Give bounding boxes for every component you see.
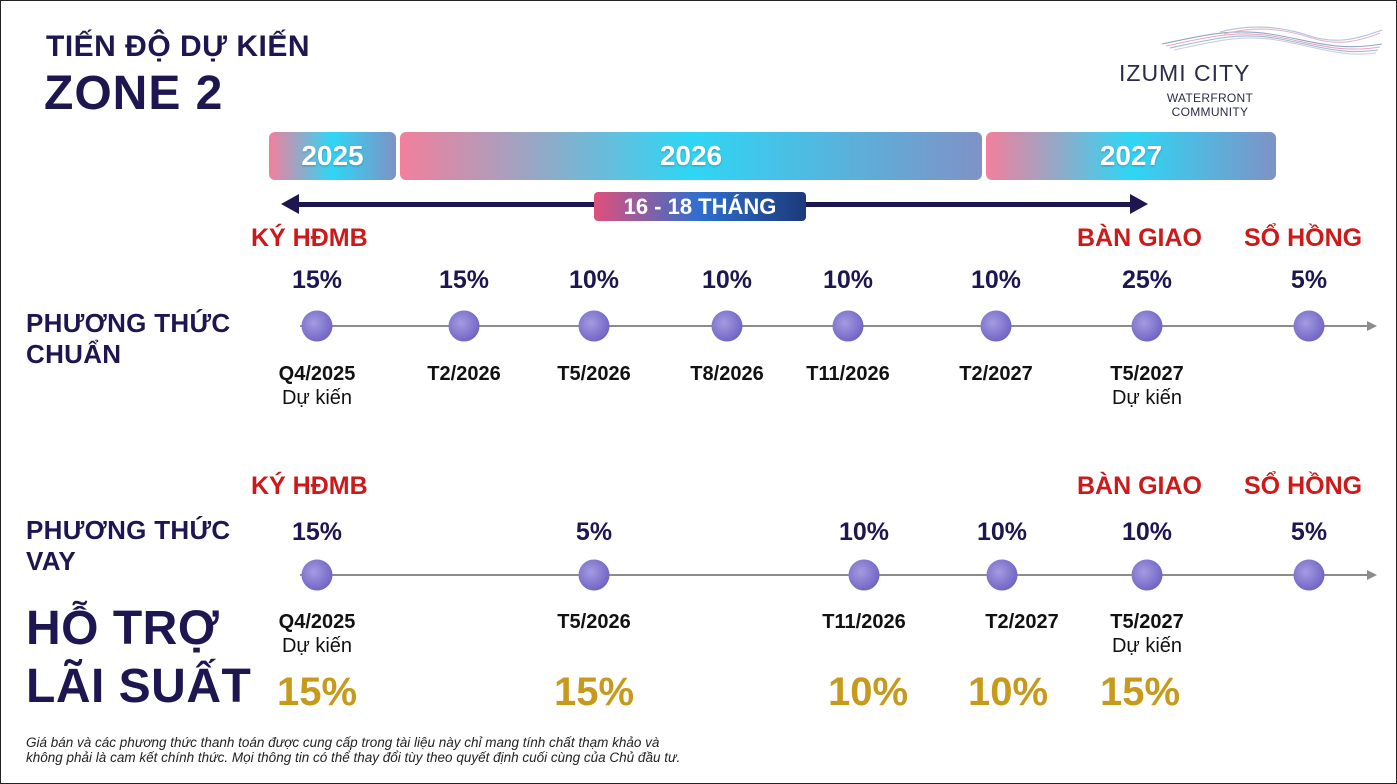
- date-label: T5/2027: [1110, 363, 1184, 385]
- page-subtitle: TIẾN ĐỘ DỰ KIẾN: [46, 30, 311, 63]
- timeline-dot: [1293, 310, 1325, 342]
- loan-date: T11/2026: [822, 610, 905, 634]
- date-label: T5/2026: [557, 363, 631, 385]
- interest-rate: 10%: [827, 670, 909, 714]
- year-bar-2025: 2025: [269, 132, 396, 180]
- loan-date: T5/2027 Dự kiến: [1110, 610, 1183, 658]
- loan-pct: 10%: [976, 518, 1028, 546]
- arrow-right-icon: [1130, 194, 1148, 214]
- standard-pct: 10%: [568, 266, 620, 294]
- loan-date: T5/2026: [557, 610, 630, 634]
- milestone-sign-contract: KÝ HĐMB: [251, 472, 368, 500]
- milestone-pink-book: SỔ HỒNG: [1244, 472, 1363, 500]
- loan-method-label: PHƯƠNG THỨC VAY: [26, 515, 230, 577]
- brand-tagline-line2: COMMUNITY: [1171, 105, 1249, 119]
- brand-tagline: WATERFRONT COMMUNITY: [1150, 91, 1270, 119]
- date-note: Dự kiến: [1111, 635, 1183, 657]
- standard-method-label-line1: PHƯƠNG THỨC: [26, 308, 231, 338]
- page-title: ZONE 2: [44, 67, 224, 120]
- standard-pct: 15%: [438, 266, 490, 294]
- standard-pct: 10%: [822, 266, 874, 294]
- timeline-dot: [578, 310, 610, 342]
- timeline-dot: [1293, 559, 1325, 591]
- standard-pct: 10%: [970, 266, 1022, 294]
- standard-pct: 5%: [1290, 266, 1328, 294]
- standard-method-label: PHƯƠNG THỨC CHUẨN: [26, 308, 230, 370]
- milestone-pink-book: SỔ HỒNG: [1244, 224, 1363, 252]
- interest-support-label: HỖ TRỢ LÃI SUẤT: [26, 600, 251, 716]
- standard-date: T5/2026: [557, 362, 630, 386]
- date-label: T2/2027: [959, 363, 1033, 385]
- timeline-dot: [301, 559, 333, 591]
- date-label: T8/2026: [690, 363, 764, 385]
- timeline-dot: [1131, 310, 1163, 342]
- timeline-dot: [986, 559, 1018, 591]
- interest-rate: 15%: [276, 670, 358, 714]
- standard-pct: 25%: [1121, 266, 1173, 294]
- standard-pct: 10%: [701, 266, 753, 294]
- disclaimer-line1: Giá bán và các phương thức thanh toán đư…: [26, 735, 660, 750]
- date-note: Dự kiến: [1111, 387, 1183, 409]
- disclaimer: Giá bán và các phương thức thanh toán đư…: [26, 735, 786, 765]
- arrow-left-icon: [281, 194, 299, 214]
- loan-pct: 5%: [1290, 518, 1328, 546]
- timeline-dot: [848, 559, 880, 591]
- brand-name: IZUMI CITY: [1119, 60, 1251, 86]
- timeline-arrow-icon: [1367, 321, 1377, 331]
- loan-method-label-line2: VAY: [26, 546, 77, 576]
- year-bar-2027: 2027: [986, 132, 1276, 180]
- timeline-dot: [578, 559, 610, 591]
- date-label: T2/2026: [427, 363, 501, 385]
- standard-date: T8/2026: [690, 362, 763, 386]
- disclaimer-line2: không phải là cam kết chính thức. Mọi th…: [26, 750, 681, 765]
- loan-pct: 15%: [291, 518, 343, 546]
- timeline-dot: [711, 310, 743, 342]
- interest-rate: 10%: [967, 670, 1049, 714]
- standard-date: T11/2026: [806, 362, 889, 386]
- timeline-dot: [832, 310, 864, 342]
- date-label: Q4/2025: [278, 363, 356, 385]
- wave-logo-icon: [1161, 26, 1383, 55]
- loan-pct: 5%: [575, 518, 613, 546]
- interest-rate: 15%: [553, 670, 635, 714]
- duration-badge: 16 - 18 THÁNG: [594, 192, 806, 221]
- loan-timeline-line: [300, 574, 1368, 576]
- loan-pct: 10%: [1121, 518, 1173, 546]
- standard-pct: 15%: [291, 266, 343, 294]
- loan-method-label-line1: PHƯƠNG THỨC: [26, 515, 231, 545]
- year-bar-2026: 2026: [400, 132, 982, 180]
- date-label: T11/2026: [806, 363, 890, 385]
- loan-pct: 10%: [838, 518, 890, 546]
- timeline-dot: [1131, 559, 1163, 591]
- loan-date: T2/2027: [985, 610, 1058, 634]
- interest-support-line1: HỖ TRỢ: [26, 602, 220, 655]
- date-label: T2/2027: [985, 611, 1059, 633]
- interest-support-line2: LÃI SUẤT: [26, 660, 252, 713]
- timeline-arrow-icon: [1367, 570, 1377, 580]
- loan-date: Q4/2025 Dự kiến: [279, 610, 356, 658]
- standard-date: T5/2027 Dự kiến: [1110, 362, 1183, 410]
- date-label: T11/2026: [822, 611, 906, 633]
- timeline-dot: [980, 310, 1012, 342]
- milestone-handover: BÀN GIAO: [1077, 472, 1202, 500]
- interest-rate: 15%: [1099, 670, 1181, 714]
- standard-date: T2/2027: [959, 362, 1032, 386]
- timeline-dot: [301, 310, 333, 342]
- timeline-dot: [448, 310, 480, 342]
- date-note: Dự kiến: [281, 387, 353, 409]
- date-note: Dự kiến: [281, 635, 353, 657]
- standard-method-label-line2: CHUẨN: [26, 339, 122, 369]
- brand-tagline-line1: WATERFRONT: [1166, 91, 1254, 105]
- date-label: Q4/2025: [278, 611, 356, 633]
- date-label: T5/2027: [1110, 611, 1184, 633]
- milestone-handover: BÀN GIAO: [1077, 224, 1202, 252]
- standard-date: T2/2026: [427, 362, 500, 386]
- date-label: T5/2026: [557, 611, 631, 633]
- standard-date: Q4/2025 Dự kiến: [279, 362, 356, 410]
- milestone-sign-contract: KÝ HĐMB: [251, 224, 368, 252]
